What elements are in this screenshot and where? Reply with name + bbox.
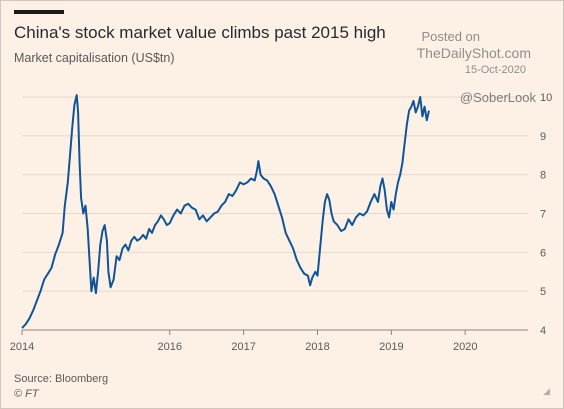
source-note: Source: Bloomberg [14, 373, 109, 385]
x-tick-label: 2018 [305, 341, 329, 353]
x-tick-label: 2020 [453, 341, 477, 353]
x-tick-label: 2014 [10, 341, 34, 353]
chart-subtitle: Market capitalisation (US$tn) [14, 51, 175, 65]
y-tick-label: 4 [540, 325, 546, 337]
series-line [21, 94, 430, 329]
watermark-site: TheDailyShot.com [416, 45, 531, 61]
y-tick-label: 5 [540, 286, 546, 298]
publisher-note: © FT [14, 388, 39, 400]
watermark-handle: @SoberLook [459, 90, 536, 105]
gridlines [22, 96, 528, 331]
x-tick-label: 2017 [231, 341, 255, 353]
x-tick-label: 2019 [379, 341, 403, 353]
x-axis-ticks: 2014 2016 2017 2018 2019 2020 [10, 330, 477, 353]
watermark-posted: Posted on [421, 29, 480, 44]
chart-title: China's stock market value climbs past 2… [14, 23, 386, 42]
x-tick-label: 2016 [157, 341, 181, 353]
y-tick-label: 9 [540, 131, 546, 143]
y-tick-label: 8 [540, 170, 546, 182]
y-tick-label: 6 [540, 247, 546, 259]
y-tick-label: 7 [540, 209, 546, 221]
resize-grip-icon: ◢ [543, 386, 550, 396]
watermark-date: 15-Oct-2020 [464, 64, 526, 76]
y-axis-ticks: 4 5 6 7 8 9 10 [540, 92, 552, 337]
y-tick-label: 10 [540, 92, 552, 104]
ft-accent-bar [14, 10, 64, 14]
